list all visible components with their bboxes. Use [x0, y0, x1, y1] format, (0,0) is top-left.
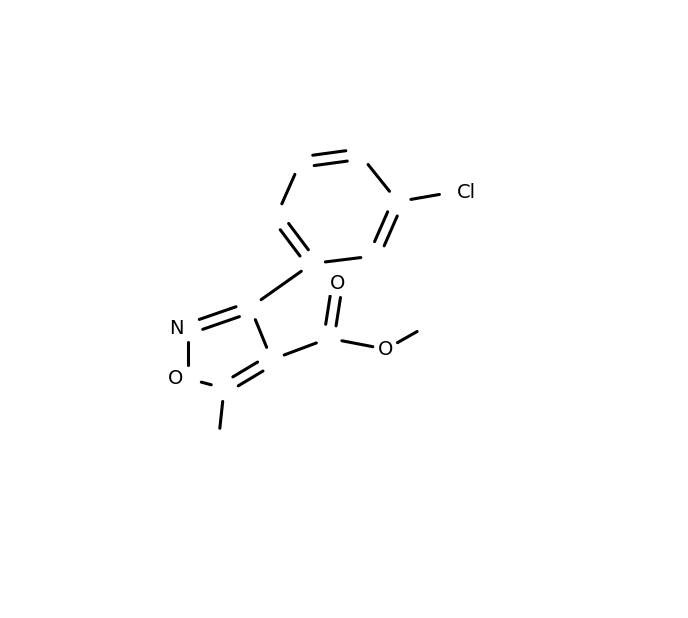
- Text: O: O: [330, 274, 345, 293]
- Text: N: N: [169, 320, 184, 338]
- Text: Cl: Cl: [458, 183, 476, 201]
- Text: O: O: [378, 340, 394, 358]
- Text: O: O: [169, 369, 184, 388]
